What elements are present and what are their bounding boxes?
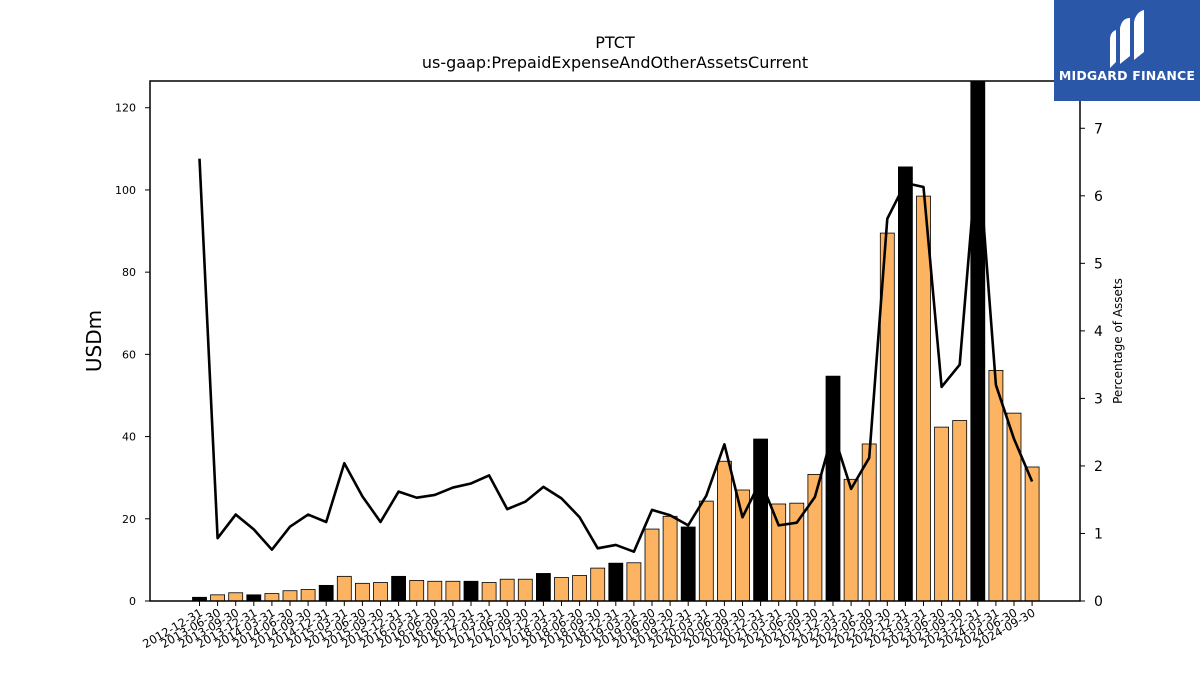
bar-2020-03-31 xyxy=(698,500,714,602)
logo-box: MIDGARD FINANCE xyxy=(1054,0,1200,101)
bars-layer xyxy=(192,80,1040,602)
bar-2021-12-31 xyxy=(825,375,841,602)
bar-2017-06-30 xyxy=(499,578,515,602)
bar-2021-03-31 xyxy=(771,503,787,602)
y-tick-label-60: 60 xyxy=(122,348,136,361)
bar-2014-12-31 xyxy=(318,584,334,602)
logo-icon xyxy=(1110,10,1144,68)
chart-subtitle: us-gaap:PrepaidExpenseAndOtherAssetsCurr… xyxy=(422,53,808,72)
bar-2023-09-30 xyxy=(952,420,968,602)
bar-2015-09-30 xyxy=(373,582,388,602)
bar-2019-06-30 xyxy=(644,528,660,602)
bar-2013-09-30 xyxy=(228,592,244,602)
y-axis-left: 0 20 40 60 80 100 120 xyxy=(115,102,150,608)
y2-axis-label: Percentage of Assets xyxy=(1111,278,1125,404)
bar-2019-03-31 xyxy=(626,562,642,602)
bar-2018-09-30 xyxy=(590,567,606,602)
bar-2015-12-31 xyxy=(391,575,407,602)
bar-2014-03-31 xyxy=(264,593,280,602)
bar-2018-12-31 xyxy=(608,562,624,602)
bar-2013-06-30 xyxy=(210,594,226,602)
y-tick-label-100: 100 xyxy=(115,184,136,197)
y-tick-label-80: 80 xyxy=(122,266,136,279)
y-tick-label-0: 0 xyxy=(129,595,136,608)
y2-tick-label-1: 1 xyxy=(1094,526,1103,542)
x-axis: 2012-12-312013-06-302013-09-302013-12-31… xyxy=(140,601,1038,651)
bar-2015-06-30 xyxy=(354,582,370,602)
y2-tick-label-3: 3 xyxy=(1094,391,1103,407)
bar-2017-09-30 xyxy=(517,578,533,602)
bar-2023-06-30 xyxy=(934,426,949,602)
bar-2016-09-30 xyxy=(445,580,461,602)
percentage-line xyxy=(198,145,1034,554)
y2-tick-label-0: 0 xyxy=(1094,594,1103,610)
y-tick-label-40: 40 xyxy=(122,431,136,444)
y2-tick-label-2: 2 xyxy=(1094,459,1103,475)
bar-2019-12-31 xyxy=(680,526,696,602)
bar-2018-06-30 xyxy=(572,575,587,602)
bar-2019-09-30 xyxy=(662,515,678,602)
y2-tick-label-4: 4 xyxy=(1094,324,1103,340)
bar-2016-12-31 xyxy=(463,580,479,602)
plot-frame xyxy=(149,80,1081,602)
line-layer xyxy=(198,145,1034,554)
bar-2018-03-31 xyxy=(554,577,569,602)
y-axis-right: 0 1 2 3 4 5 6 7 xyxy=(1080,121,1103,610)
bar-2020-06-30 xyxy=(717,460,732,602)
bar-2024-03-31 xyxy=(988,369,1004,602)
bar-2017-03-31 xyxy=(481,582,497,602)
y-tick-label-120: 120 xyxy=(115,102,136,115)
bar-2023-03-31 xyxy=(916,195,931,602)
bar-2014-09-30 xyxy=(300,589,316,602)
y2-tick-label-6: 6 xyxy=(1094,189,1103,205)
bar-2017-12-31 xyxy=(536,573,551,602)
y2-tick-label-5: 5 xyxy=(1094,256,1103,272)
bar-2016-03-31 xyxy=(409,580,425,602)
bar-2013-12-31 xyxy=(246,594,262,602)
bar-2022-12-31 xyxy=(898,166,913,602)
y-axis-label: USDm xyxy=(82,310,106,372)
logo-text: MIDGARD FINANCE xyxy=(1058,68,1196,83)
bar-2014-06-30 xyxy=(282,590,298,602)
chart-title: PTCT xyxy=(595,33,635,52)
bar-2020-12-31 xyxy=(753,438,768,602)
bar-2022-03-31 xyxy=(843,478,859,602)
bar-2015-03-31 xyxy=(336,575,352,602)
y-tick-label-20: 20 xyxy=(122,513,136,526)
bar-2016-06-30 xyxy=(427,580,443,602)
y2-tick-label-7: 7 xyxy=(1094,121,1103,137)
bar-2024-09-30 xyxy=(1024,466,1040,602)
